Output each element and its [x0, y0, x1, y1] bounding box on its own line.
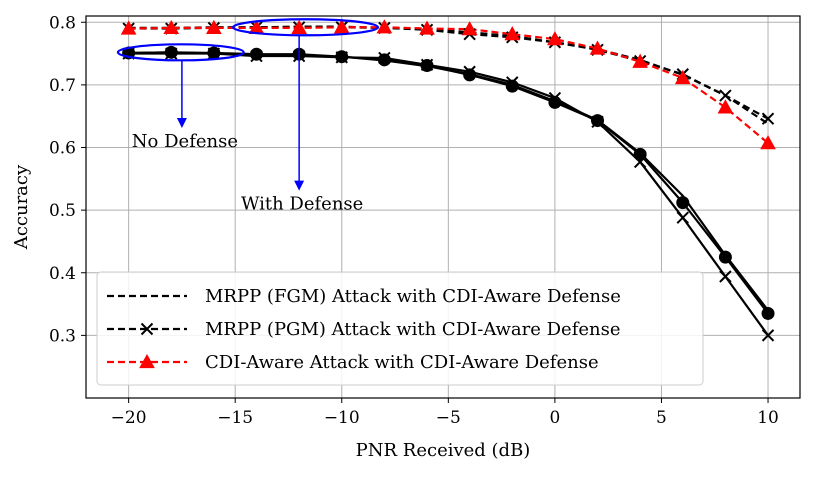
x-axis-label: PNR Received (dB) [356, 440, 531, 461]
series-5-point [378, 51, 391, 65]
legend-marker-2 [140, 322, 154, 336]
legend-entry-3: CDI-Aware Attack with CDI-Aware Defense [205, 352, 599, 373]
axis-ticks: −20 −15 −10 −5 0 5 10 0.3 0.4 0.5 0.6 0.7 0.8 [49, 13, 779, 428]
y-tick-label: 0.3 [49, 326, 76, 346]
series-4-point [761, 306, 775, 320]
annotation-label-1: No Defense [132, 131, 238, 152]
x-tick-label: 5 [656, 408, 667, 428]
series-line-6 [128, 51, 769, 312]
series-4-point [548, 95, 562, 109]
x-tick-label: 0 [549, 408, 560, 428]
plot-frame [85, 15, 801, 399]
series-line-1 [128, 25, 769, 125]
series-4-point [633, 147, 647, 161]
series-2-point [761, 112, 775, 125]
y-tick-label: 0.8 [49, 13, 76, 33]
series-3-point [419, 20, 435, 35]
x-tick-label: −5 [436, 408, 461, 428]
legend-entry-1: MRPP (FGM) Attack with CDI-Aware Defense [205, 286, 621, 307]
series-4-point [505, 79, 519, 93]
series-5-point [676, 211, 689, 224]
series-5-point [335, 51, 348, 64]
series-5-point [207, 47, 221, 60]
series-3-point [333, 19, 350, 34]
series-line-2 [128, 26, 769, 120]
x-tick-label: −15 [217, 408, 253, 428]
series-3-point [206, 19, 222, 34]
series-3-point [504, 26, 521, 41]
annotation-label-2: With Defense [241, 194, 363, 215]
series-5-point [548, 91, 562, 105]
series-3-point [461, 21, 478, 36]
annotations: No Defense With Defense [116, 18, 380, 215]
legend-entry-2: MRPP (PGM) Attack with CDI-Aware Defense [205, 319, 621, 340]
series-5-point [719, 270, 732, 283]
series-5-point [250, 49, 263, 63]
series-5-point [591, 115, 604, 129]
series-4-point [377, 53, 391, 67]
series-3-point [717, 99, 734, 114]
legend: MRPP (FGM) Attack with CDI-Aware Defense… [96, 271, 704, 386]
series-3-point [632, 53, 648, 68]
series-4-point [718, 250, 732, 264]
series-4-point [676, 196, 690, 210]
y-tick-label: 0.7 [49, 76, 76, 96]
series-5-point [463, 65, 476, 78]
series-3-point [589, 40, 606, 55]
series-3-point [547, 31, 563, 46]
series-5-point [761, 329, 775, 342]
series-4-point [250, 47, 264, 61]
annotation-ellipse-2 [231, 18, 380, 37]
y-axis-label: Accuracy [11, 164, 32, 250]
series-5-point [420, 58, 434, 72]
series-3-point [674, 69, 691, 85]
legend-marker-3 [139, 353, 155, 369]
y-tick-label: 0.6 [49, 139, 76, 159]
series-lines [128, 25, 769, 337]
series-5-point [506, 76, 519, 89]
x-tick-label: −10 [324, 408, 360, 428]
series-3-point [760, 135, 776, 150]
series-markers [120, 19, 776, 342]
legend-box [96, 271, 704, 386]
series-4-point [463, 68, 477, 82]
series-5-point [165, 47, 178, 60]
series-3-point [376, 19, 393, 34]
y-tick-label: 0.4 [49, 264, 76, 284]
series-3-point [163, 19, 180, 34]
x-tick-label: 10 [757, 408, 779, 428]
series-line-3 [128, 26, 769, 144]
y-tick-label: 0.5 [49, 201, 76, 221]
series-3-point [291, 19, 307, 34]
series-5-point [633, 155, 647, 169]
series-2-point [719, 89, 732, 102]
x-tick-label: −20 [111, 408, 147, 428]
annotation-ellipse-1 [116, 43, 245, 62]
series-3-point [120, 20, 137, 35]
